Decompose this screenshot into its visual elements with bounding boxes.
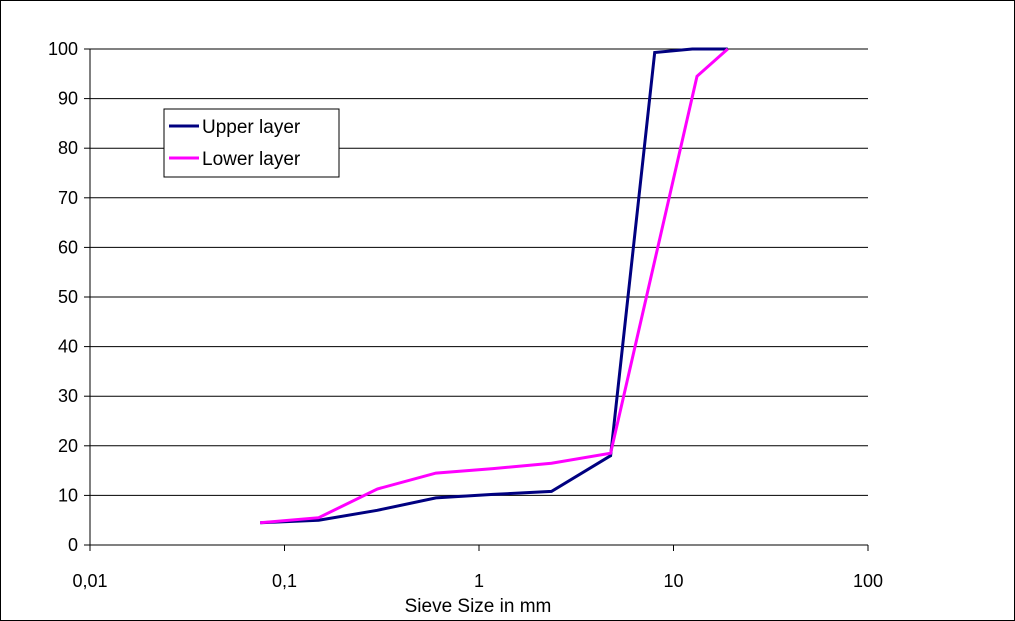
y-tick-label: 10	[58, 485, 78, 505]
series-line-lower-layer	[260, 47, 729, 525]
x-tick-label: 0,1	[272, 571, 297, 591]
x-tick-label: 1	[474, 571, 484, 591]
y-tick-label: 20	[58, 436, 78, 456]
y-tick-label: 30	[58, 386, 78, 406]
x-tick-label: 10	[663, 571, 683, 591]
y-tick-label: 70	[58, 188, 78, 208]
axes	[84, 48, 869, 551]
y-tick-label: 60	[58, 237, 78, 257]
gridlines	[90, 48, 868, 496]
y-tick-labels: 0 10 20 30 40 50 60 70 80 90 100	[48, 39, 78, 555]
legend: Upper layer Lower layer	[163, 108, 340, 178]
x-tick-label: 0,01	[72, 571, 107, 591]
legend-label: Upper layer	[202, 117, 301, 138]
series-line-upper-layer	[260, 47, 728, 525]
y-tick-label: 0	[68, 535, 78, 555]
x-axis-title: Sieve Size in mm	[405, 596, 552, 617]
y-tick-label: 100	[48, 39, 78, 59]
data-series	[260, 47, 729, 525]
x-tick-label: 100	[853, 571, 883, 591]
y-tick-label: 50	[58, 287, 78, 307]
y-tick-label: 40	[58, 337, 78, 357]
y-tick-label: 80	[58, 138, 78, 158]
legend-box	[163, 108, 340, 178]
y-tick-label: 90	[58, 89, 78, 109]
legend-label: Lower layer	[202, 149, 301, 170]
x-tick-labels: 0,01 0,1 1 10 100	[72, 571, 883, 591]
